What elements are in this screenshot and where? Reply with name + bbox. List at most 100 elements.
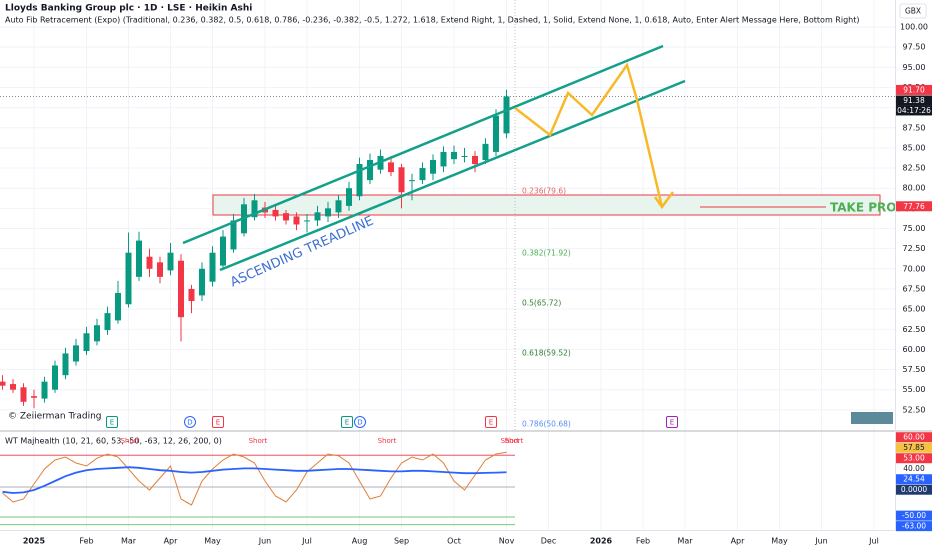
credit: © Zeiierman Trading: [8, 412, 102, 422]
candle-body: [293, 216, 300, 225]
candle-body: [94, 325, 100, 342]
candle-body: [136, 240, 142, 277]
candle-body: [73, 345, 79, 362]
x-tick-label: Feb: [79, 537, 93, 546]
x-tick-label: Jul: [868, 537, 879, 546]
y-tick-label: 75.00: [903, 224, 926, 233]
candle-body: [0, 381, 6, 386]
event-marker: [106, 416, 118, 428]
x-tick-label: Dec: [541, 537, 556, 546]
candle-body: [220, 236, 226, 266]
x-tick-label: Nov: [499, 537, 515, 546]
y-tick-label: 97.50: [903, 43, 926, 52]
y-tick-label: 100.00: [900, 23, 928, 32]
countdown-tag: [896, 105, 932, 116]
candle-body: [356, 164, 363, 197]
x-tick-label: Jul: [301, 537, 312, 546]
y-tick-label: 57.50: [903, 365, 926, 374]
event-label: E: [110, 419, 114, 427]
trendline-label: ASCENDING TREADLINE: [228, 214, 376, 291]
candle-body: [230, 220, 237, 250]
x-tick-label: May: [204, 537, 221, 546]
candle-body: [199, 268, 205, 296]
candle-body: [188, 288, 195, 302]
x-tick-label: 2026: [590, 537, 613, 546]
y-tick-label: 82.50: [903, 164, 926, 173]
price-tag: [896, 463, 932, 474]
indicator-line: [2, 451, 507, 506]
price-tag-label: -50.00: [902, 511, 926, 520]
price-tag-label: 91.70: [903, 85, 925, 94]
fib-label: 0.618(59.52): [522, 348, 571, 357]
y-tick-label: 65.00: [903, 305, 926, 314]
indicator-title: Auto Fib Retracement (Expo) (Traditional…: [5, 16, 859, 25]
overlay-box: [851, 412, 893, 424]
candle-body: [325, 208, 331, 217]
price-tag: [896, 95, 932, 106]
price-tag-label: 40.00: [903, 464, 925, 473]
candle-body: [41, 381, 48, 399]
candle-body: [398, 167, 405, 193]
candle-body: [272, 209, 279, 217]
candle-body: [335, 200, 342, 213]
candle-body: [472, 155, 478, 165]
y-tick-label: 70.00: [903, 264, 926, 273]
candle-body: [115, 292, 121, 321]
candle-body: [503, 96, 510, 134]
price-tag: [896, 201, 932, 212]
candle-body: [388, 162, 394, 173]
channel-upper: [182, 44, 664, 245]
candle-body: [461, 155, 468, 157]
x-tick-label: Aug: [352, 537, 368, 546]
price-tag: [896, 432, 932, 443]
price-tag-label: 24.54: [903, 475, 925, 484]
x-tick-label: Mar: [121, 537, 137, 546]
y-tick-label: 80.00: [903, 184, 926, 193]
event-marker: [666, 416, 678, 428]
projection: [514, 62, 664, 208]
currency-box: [899, 3, 927, 19]
signal-label: Short: [378, 437, 397, 445]
event-label: E: [216, 419, 220, 427]
y-tick-label: 67.50: [903, 284, 926, 293]
candle-body: [304, 220, 310, 222]
price-tag: [896, 521, 932, 532]
candle-body: [52, 365, 58, 390]
price-tag-label: -63.00: [902, 522, 926, 531]
event-label: E: [670, 419, 674, 427]
candle-body: [157, 262, 163, 277]
event-marker: [341, 416, 353, 428]
candle-body: [10, 384, 16, 390]
price-tag: [896, 442, 932, 453]
price-tag-label: 57.85: [903, 443, 925, 452]
currency: GBX: [905, 7, 921, 16]
x-tick-label: 2025: [23, 537, 46, 546]
event-label: E: [345, 419, 349, 427]
price-tag-label: 0.0000: [901, 485, 927, 494]
candle-body: [409, 180, 415, 182]
fib-label: 0.786(50.68): [522, 420, 571, 429]
y-tick-label: 87.50: [903, 123, 926, 132]
price-tag: [896, 484, 932, 495]
y-tick-label: 52.50: [903, 405, 926, 414]
y-tick-label: 60.00: [903, 345, 926, 354]
indicator-line: [2, 466, 507, 494]
fib-label: 0.382(71.92): [522, 248, 571, 257]
event-label: D: [357, 419, 362, 427]
candle-body: [367, 159, 373, 181]
countdown: 04:17:26: [897, 106, 931, 115]
candle-body: [346, 188, 352, 206]
candle-body: [209, 252, 216, 282]
y-tick-label: 62.50: [903, 325, 926, 334]
candle-body: [451, 151, 457, 160]
signal-label: Short: [121, 437, 140, 445]
event-label: D: [187, 419, 192, 427]
fib-label: 0.5(65.72): [522, 298, 561, 307]
event-marker: [184, 416, 196, 428]
x-tick-label: Mar: [677, 537, 693, 546]
fib-label: 0.236(79.6): [522, 186, 566, 195]
x-tick-label: May: [771, 537, 788, 546]
candle-body: [430, 159, 436, 174]
signal-label: Short: [505, 437, 524, 445]
